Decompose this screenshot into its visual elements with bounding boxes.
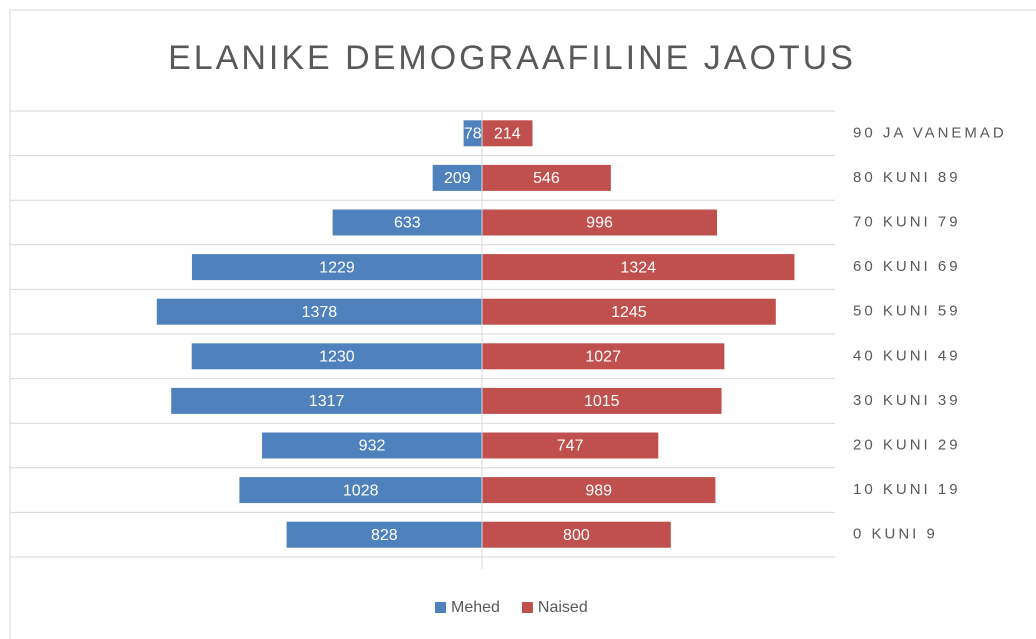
- value-label: 1027: [585, 349, 621, 366]
- bar: [482, 120, 533, 147]
- value-label: 1324: [620, 259, 656, 276]
- bar: [482, 254, 795, 281]
- category-label: 70 KUNI 79: [853, 213, 961, 230]
- value-label: 546: [533, 170, 560, 187]
- legend-swatch: [435, 602, 446, 613]
- bar: [432, 164, 482, 191]
- category-label: 0 KUNI 9: [853, 526, 938, 543]
- value-label: 1229: [319, 259, 355, 276]
- category-label: 50 KUNI 59: [853, 303, 961, 320]
- value-label: 214: [494, 126, 521, 143]
- category-label: 90 JA VANEMAD: [853, 124, 1007, 141]
- bar: [463, 120, 482, 147]
- bar: [482, 209, 718, 236]
- legend-label: Mehed: [451, 599, 500, 616]
- bar: [191, 343, 482, 370]
- category-label: 80 KUNI 89: [853, 169, 961, 186]
- value-label: 996: [586, 215, 613, 232]
- category-label: 60 KUNI 69: [853, 258, 961, 275]
- value-label: 1015: [584, 393, 620, 410]
- category-label: 30 KUNI 39: [853, 392, 961, 409]
- value-label: 1230: [319, 349, 355, 366]
- category-label: 10 KUNI 19: [853, 481, 961, 498]
- bar: [482, 432, 659, 459]
- bar: [156, 298, 483, 325]
- bar: [482, 521, 671, 548]
- value-label: 1378: [302, 304, 338, 321]
- bar: [286, 521, 482, 548]
- bar: [332, 209, 482, 236]
- value-label: 78: [464, 126, 482, 143]
- value-label: 1245: [611, 304, 647, 321]
- chart-title: ELANIKE DEMOGRAAFILINE JAOTUS: [168, 39, 856, 77]
- value-label: 1317: [309, 393, 345, 410]
- value-label: 633: [394, 215, 421, 232]
- legend-label: Naised: [538, 599, 588, 616]
- value-label: 932: [359, 438, 386, 455]
- value-label: 209: [444, 170, 471, 187]
- category-label: 20 KUNI 29: [853, 436, 961, 453]
- bar: [482, 477, 716, 504]
- value-label: 828: [371, 527, 398, 544]
- bar: [482, 164, 611, 191]
- bar: [239, 477, 482, 504]
- bar: [262, 432, 482, 459]
- bar: [482, 387, 722, 414]
- value-label: 1028: [343, 482, 379, 499]
- legend-swatch: [521, 602, 533, 613]
- bar: [482, 298, 776, 325]
- value-label: 747: [557, 438, 584, 455]
- category-label: 40 KUNI 49: [853, 347, 961, 364]
- value-label: 800: [563, 527, 590, 544]
- bar: [171, 387, 483, 414]
- value-label: 989: [585, 482, 612, 499]
- bar: [191, 254, 482, 281]
- bar: [482, 343, 725, 370]
